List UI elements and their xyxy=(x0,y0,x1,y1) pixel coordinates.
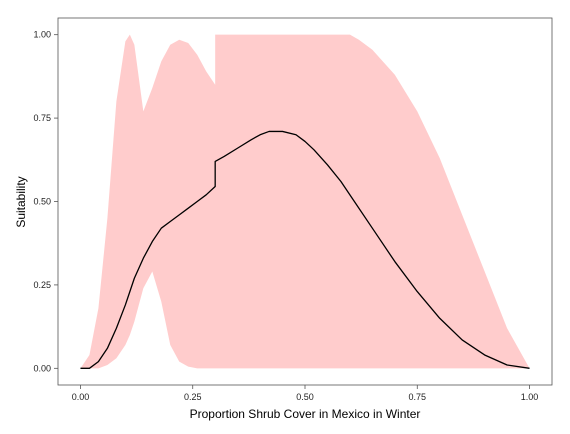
x-axis-title: Proportion Shrub Cover in Mexico in Wint… xyxy=(190,407,421,421)
y-axis-title: Suitability xyxy=(14,176,28,227)
x-tick-label: 0.25 xyxy=(184,392,202,402)
y-tick-label: 0.25 xyxy=(33,280,51,290)
x-tick-label: 0.50 xyxy=(296,392,314,402)
response-curve xyxy=(80,130,530,369)
y-tick-label: 1.00 xyxy=(33,30,51,40)
response-curve-layer xyxy=(80,130,530,369)
x-axis: 0.00 0.25 0.50 0.75 1.00 xyxy=(72,385,539,402)
y-tick-label: 0.75 xyxy=(33,113,51,123)
x-tick-label: 0.00 xyxy=(72,392,90,402)
y-axis: 0.00 0.25 0.50 0.75 1.00 xyxy=(33,30,58,373)
confidence-band xyxy=(80,34,530,369)
confidence-band-layer xyxy=(80,34,530,369)
x-tick-label: 0.75 xyxy=(409,392,427,402)
x-tick-label: 1.00 xyxy=(521,392,539,402)
y-tick-label: 0.00 xyxy=(33,363,51,373)
y-tick-label: 0.50 xyxy=(33,197,51,207)
